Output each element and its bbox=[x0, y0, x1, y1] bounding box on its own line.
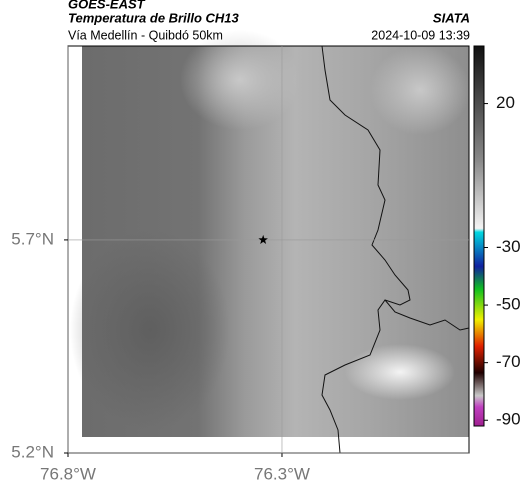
y-tick-label: 5.2°N bbox=[11, 442, 54, 461]
boundary-line bbox=[384, 299, 470, 331]
source: GOES-EAST bbox=[68, 0, 146, 11]
y-tick-label: 5.7°N bbox=[11, 229, 54, 248]
brand: SIATA bbox=[433, 10, 470, 25]
cloud bbox=[180, 30, 300, 130]
cloud bbox=[370, 45, 470, 135]
colorbar-label: -50 bbox=[496, 295, 521, 314]
cloud bbox=[345, 344, 455, 400]
colorbar-label: -30 bbox=[496, 237, 521, 256]
x-tick-label: 76.3°W bbox=[254, 464, 310, 483]
location-marker bbox=[258, 234, 268, 244]
subtitle: Vía Medellín - Quibdó 50km bbox=[68, 28, 223, 42]
colorbar-label: 20 bbox=[496, 93, 515, 112]
colorbar-label: -70 bbox=[496, 352, 521, 371]
datetime: 2024-10-09 13:39 bbox=[371, 28, 470, 42]
x-tick-label: 76.8°W bbox=[40, 464, 96, 483]
satellite-image bbox=[70, 30, 470, 437]
colorbar-label: -90 bbox=[496, 410, 521, 429]
colorbar bbox=[473, 45, 485, 427]
cloud bbox=[70, 230, 230, 430]
title: Temperatura de Brillo CH13 bbox=[68, 10, 240, 25]
boundary-line bbox=[321, 45, 411, 454]
